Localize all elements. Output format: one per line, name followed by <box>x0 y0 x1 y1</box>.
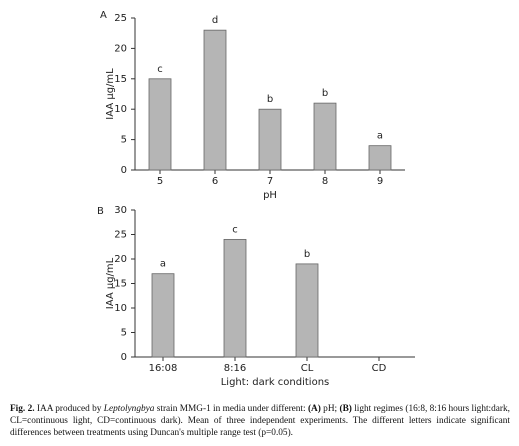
y-tick-label: 0 <box>121 165 127 176</box>
significance-letter: a <box>377 131 383 142</box>
y-tick-label: 10 <box>114 303 127 314</box>
significance-letter: a <box>160 259 166 270</box>
caption-text: Fig. 2. <box>10 404 35 414</box>
bar <box>368 145 392 171</box>
x-tick-label: 7 <box>267 176 273 187</box>
panel-label: B <box>97 206 104 217</box>
x-axis-label: pH <box>263 190 277 201</box>
x-tick-label: 5 <box>157 176 163 187</box>
bar <box>258 108 282 171</box>
significance-letter: c <box>157 64 163 75</box>
caption-text: strain MMG-1 in media under different: <box>154 404 308 414</box>
significance-letter: b <box>322 88 328 99</box>
y-tick-label: 5 <box>121 135 127 146</box>
charts: A 0 5 10 15 20 25 IAA µg/mL 5 c 6 d 7 b 8 b 9 a pH B 0 5 10 15 2… <box>97 10 415 388</box>
x-tick-label: CL <box>301 363 314 374</box>
y-tick-label: 30 <box>114 205 127 216</box>
y-tick-label: 15 <box>114 74 127 85</box>
y-tick-label: 20 <box>114 254 127 265</box>
bar <box>151 273 175 358</box>
caption: Fig. 2. IAA produced by Leptolyngbya str… <box>10 403 510 439</box>
x-tick-label: CD <box>372 363 387 374</box>
caption-text: light regimes (16:8, 8:16 hours light:da… <box>10 404 510 438</box>
bar <box>313 102 337 171</box>
y-tick-label: 5 <box>121 328 127 339</box>
y-tick-label: 25 <box>114 13 127 24</box>
caption-text: pH; <box>320 404 340 414</box>
caption-text: (B) <box>339 404 352 414</box>
bar <box>148 78 172 171</box>
x-tick-label: 6 <box>212 176 218 187</box>
y-tick-label: 25 <box>114 230 127 241</box>
x-tick-label: 9 <box>377 176 383 187</box>
significance-letter: d <box>212 15 218 26</box>
significance-letter: b <box>267 94 273 105</box>
bar <box>295 263 319 358</box>
y-axis-label: IAA µg/mL <box>105 257 116 309</box>
y-axis-label: IAA µg/mL <box>105 68 116 120</box>
significance-letter: c <box>232 224 238 235</box>
panel-label: A <box>100 10 107 21</box>
caption-text: Leptolyngbya <box>103 404 155 414</box>
y-tick-label: 10 <box>114 104 127 115</box>
y-tick-label: 0 <box>121 352 127 363</box>
caption-text: (A) <box>307 404 321 414</box>
caption-text: IAA produced by <box>34 404 104 414</box>
y-tick-label: 20 <box>114 43 127 54</box>
x-tick-label: 8 <box>322 176 328 187</box>
y-tick-label: 15 <box>114 279 127 290</box>
x-tick-label: 16:08 <box>149 363 178 374</box>
x-axis-label: Light: dark conditions <box>221 377 330 388</box>
bar <box>223 238 247 358</box>
bar <box>203 29 227 171</box>
significance-letter: b <box>304 249 310 260</box>
x-tick-label: 8:16 <box>224 363 246 374</box>
